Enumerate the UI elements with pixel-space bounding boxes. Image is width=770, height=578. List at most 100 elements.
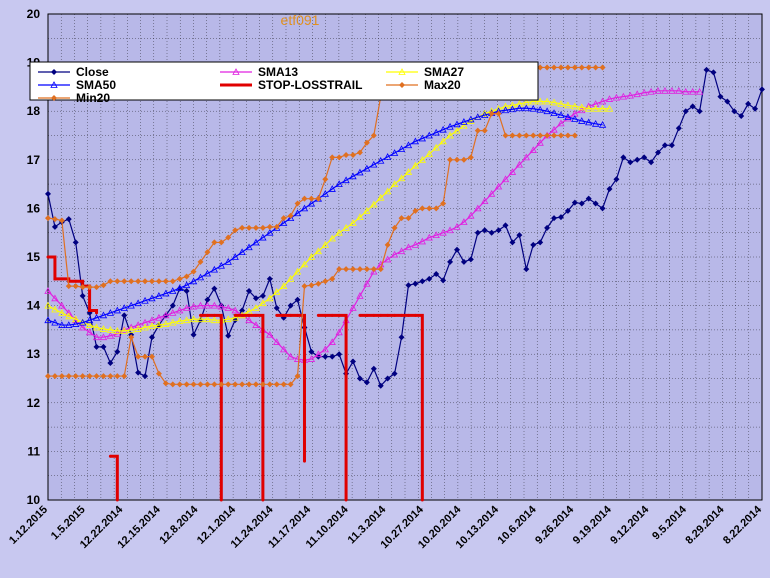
x-axis: 1.12.20151.5.201512.22.201412.15.201412.… bbox=[7, 503, 765, 551]
data-point bbox=[578, 64, 585, 71]
data-point bbox=[107, 373, 114, 380]
data-point bbox=[44, 316, 52, 324]
data-point bbox=[481, 227, 488, 234]
data-point bbox=[551, 132, 558, 139]
data-point bbox=[85, 328, 94, 336]
data-point bbox=[404, 243, 413, 251]
data-point bbox=[446, 226, 454, 234]
data-point bbox=[162, 289, 170, 297]
data-point bbox=[134, 325, 142, 332]
data-point bbox=[413, 313, 417, 317]
y-tick-label: 17 bbox=[27, 153, 41, 167]
data-point bbox=[322, 353, 329, 360]
data-point bbox=[245, 243, 253, 251]
data-point bbox=[231, 253, 239, 260]
data-point bbox=[114, 278, 121, 285]
data-point bbox=[578, 103, 586, 111]
data-point bbox=[280, 381, 287, 388]
data-point bbox=[551, 215, 558, 222]
data-point bbox=[211, 285, 218, 292]
data-point bbox=[453, 223, 461, 230]
data-point bbox=[204, 296, 211, 303]
data-point bbox=[335, 180, 343, 187]
data-point bbox=[439, 228, 447, 236]
data-point bbox=[578, 200, 585, 207]
data-point bbox=[446, 122, 454, 130]
data-point bbox=[189, 302, 198, 310]
data-point bbox=[564, 132, 571, 139]
data-point bbox=[530, 241, 537, 248]
data-point bbox=[523, 266, 530, 273]
data-point bbox=[591, 120, 600, 127]
data-point bbox=[182, 304, 191, 311]
data-point bbox=[51, 216, 58, 223]
data-point bbox=[377, 382, 384, 389]
data-point bbox=[383, 153, 392, 160]
series-line bbox=[47, 107, 603, 326]
data-point bbox=[695, 87, 704, 95]
data-point bbox=[217, 261, 225, 269]
data-point bbox=[65, 373, 72, 380]
data-point bbox=[440, 277, 447, 284]
data-point bbox=[522, 153, 530, 161]
data-point bbox=[53, 277, 57, 281]
data-point bbox=[252, 321, 260, 328]
legend-item: SMA13 bbox=[220, 65, 298, 79]
data-point bbox=[668, 86, 676, 94]
data-point bbox=[488, 110, 495, 117]
legend-item: SMA50 bbox=[38, 78, 116, 92]
data-point bbox=[397, 145, 406, 153]
data-point bbox=[328, 338, 336, 345]
data-point bbox=[557, 64, 564, 71]
data-point bbox=[412, 280, 419, 287]
data-point bbox=[502, 132, 509, 139]
data-point bbox=[287, 302, 294, 309]
data-point bbox=[224, 258, 232, 265]
data-point bbox=[550, 125, 558, 133]
data-point bbox=[384, 375, 391, 382]
data-point bbox=[356, 375, 363, 382]
data-point bbox=[233, 313, 237, 317]
data-point bbox=[106, 326, 115, 333]
data-point bbox=[196, 273, 205, 281]
data-point bbox=[65, 216, 72, 223]
data-point bbox=[121, 278, 128, 285]
data-point bbox=[419, 205, 426, 212]
data-point bbox=[239, 224, 246, 231]
data-point bbox=[682, 87, 690, 95]
data-point bbox=[481, 111, 489, 118]
data-point bbox=[682, 108, 689, 115]
data-point bbox=[426, 205, 433, 212]
data-point bbox=[196, 315, 205, 323]
data-point bbox=[508, 105, 517, 113]
data-point bbox=[598, 104, 607, 112]
data-point bbox=[99, 311, 108, 319]
data-point bbox=[246, 224, 253, 231]
data-point bbox=[113, 306, 121, 314]
data-point bbox=[183, 288, 190, 295]
data-point bbox=[72, 320, 80, 327]
data-point bbox=[315, 195, 322, 202]
data-point bbox=[155, 321, 163, 328]
data-point bbox=[515, 100, 524, 107]
data-point bbox=[183, 273, 190, 280]
y-tick-label: 14 bbox=[27, 299, 41, 313]
data-point bbox=[296, 313, 300, 317]
data-point bbox=[204, 249, 211, 256]
data-point bbox=[169, 318, 177, 326]
data-point bbox=[155, 370, 162, 377]
data-point bbox=[474, 127, 481, 134]
data-point bbox=[300, 204, 309, 212]
data-point bbox=[620, 154, 627, 161]
data-point bbox=[405, 215, 412, 222]
data-point bbox=[557, 119, 565, 127]
series-sma50 bbox=[44, 104, 607, 328]
data-point bbox=[447, 156, 454, 163]
data-point bbox=[115, 498, 119, 502]
data-point bbox=[550, 98, 558, 106]
data-point bbox=[411, 161, 420, 169]
data-point bbox=[308, 348, 315, 355]
data-point bbox=[259, 299, 267, 307]
data-point bbox=[508, 168, 517, 175]
data-point bbox=[467, 256, 474, 263]
